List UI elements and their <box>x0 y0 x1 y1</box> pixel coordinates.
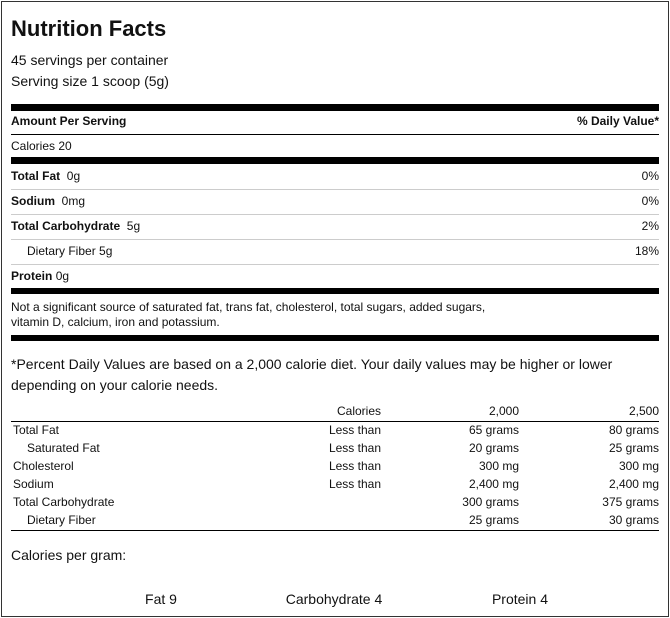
not-significant-note-line: vitamin D, calcium, iron and potassium. <box>11 315 220 329</box>
table-cell-nutrient: Dietary Fiber <box>27 513 96 527</box>
table-cell-2000: 300 grams <box>462 495 519 509</box>
divider-thick <box>11 288 659 294</box>
table-cell-limit: Less than <box>328 459 381 473</box>
table-cell-2000: 65 grams <box>468 423 519 437</box>
calories-per-gram-fat: Fat 9 <box>145 591 177 607</box>
nutrient-row-sodium: Sodium 0mg <box>11 194 86 208</box>
table-cell-nutrient: Total Carbohydrate <box>13 495 115 509</box>
nutrient-dv: 18% <box>634 244 659 258</box>
table-cell-limit: Less than <box>328 477 381 491</box>
divider <box>11 530 659 531</box>
calories: Calories 20 <box>11 139 72 153</box>
table-header-2000: 2,000 <box>488 404 519 418</box>
table-cell-2500: 25 grams <box>608 441 659 455</box>
nutrient-row-total-carbohydrate: Total Carbohydrate 5g <box>11 219 141 233</box>
divider <box>11 239 659 240</box>
table-cell-2500: 2,400 mg <box>608 477 659 491</box>
nutrient-row-protein: Protein 0g <box>11 269 70 283</box>
page-title: Nutrition Facts <box>11 16 167 41</box>
table-header-calories: Calories <box>336 404 381 418</box>
calories-per-gram-carbohydrate: Carbohydrate 4 <box>285 591 383 607</box>
footnote-line: depending on your calorie needs. <box>11 377 219 393</box>
nutrient-row-dietary-fiber: Dietary Fiber 5g <box>27 244 113 258</box>
table-cell-2500: 300 mg <box>618 459 659 473</box>
table-header-2500: 2,500 <box>628 404 659 418</box>
table-cell-2000: 300 mg <box>478 459 519 473</box>
table-cell-limit: Less than <box>328 423 381 437</box>
divider-thick <box>11 104 659 111</box>
table-cell-nutrient: Total Fat <box>13 423 60 437</box>
nutrient-dv: 0% <box>641 169 659 183</box>
table-cell-nutrient: Sodium <box>13 477 54 491</box>
amount-per-serving: Amount Per Serving <box>11 114 127 128</box>
table-cell-2500: 375 grams <box>602 495 659 509</box>
table-cell-2000: 25 grams <box>468 513 519 527</box>
table-cell-limit: Less than <box>328 441 381 455</box>
table-cell-nutrient: Saturated Fat <box>27 441 100 455</box>
divider <box>11 134 659 135</box>
table-cell-nutrient: Cholesterol <box>13 459 74 473</box>
calories-per-gram-label: Calories per gram: <box>11 547 127 563</box>
nutrient-dv: 2% <box>641 219 659 233</box>
nutrient-row-total-fat: Total Fat 0g <box>11 169 81 183</box>
calories-per-gram-protein: Protein 4 <box>491 591 549 607</box>
divider <box>11 421 659 422</box>
divider-thick <box>11 157 659 164</box>
daily-value-header: % Daily Value* <box>576 114 659 128</box>
footnote-line: *Percent Daily Values are based on a 2,0… <box>11 356 613 372</box>
table-cell-2000: 2,400 mg <box>468 477 519 491</box>
divider <box>11 214 659 215</box>
not-significant-note-line: Not a significant source of saturated fa… <box>11 300 486 314</box>
serving-size: Serving size 1 scoop (5g) <box>11 73 169 89</box>
divider-thick <box>11 335 659 341</box>
table-cell-2500: 80 grams <box>608 423 659 437</box>
table-cell-2000: 20 grams <box>468 441 519 455</box>
nutrient-dv: 0% <box>641 194 659 208</box>
divider <box>11 189 659 190</box>
servings-per-container: 45 servings per container <box>11 52 169 68</box>
table-cell-2500: 30 grams <box>608 513 659 527</box>
divider <box>11 264 659 265</box>
